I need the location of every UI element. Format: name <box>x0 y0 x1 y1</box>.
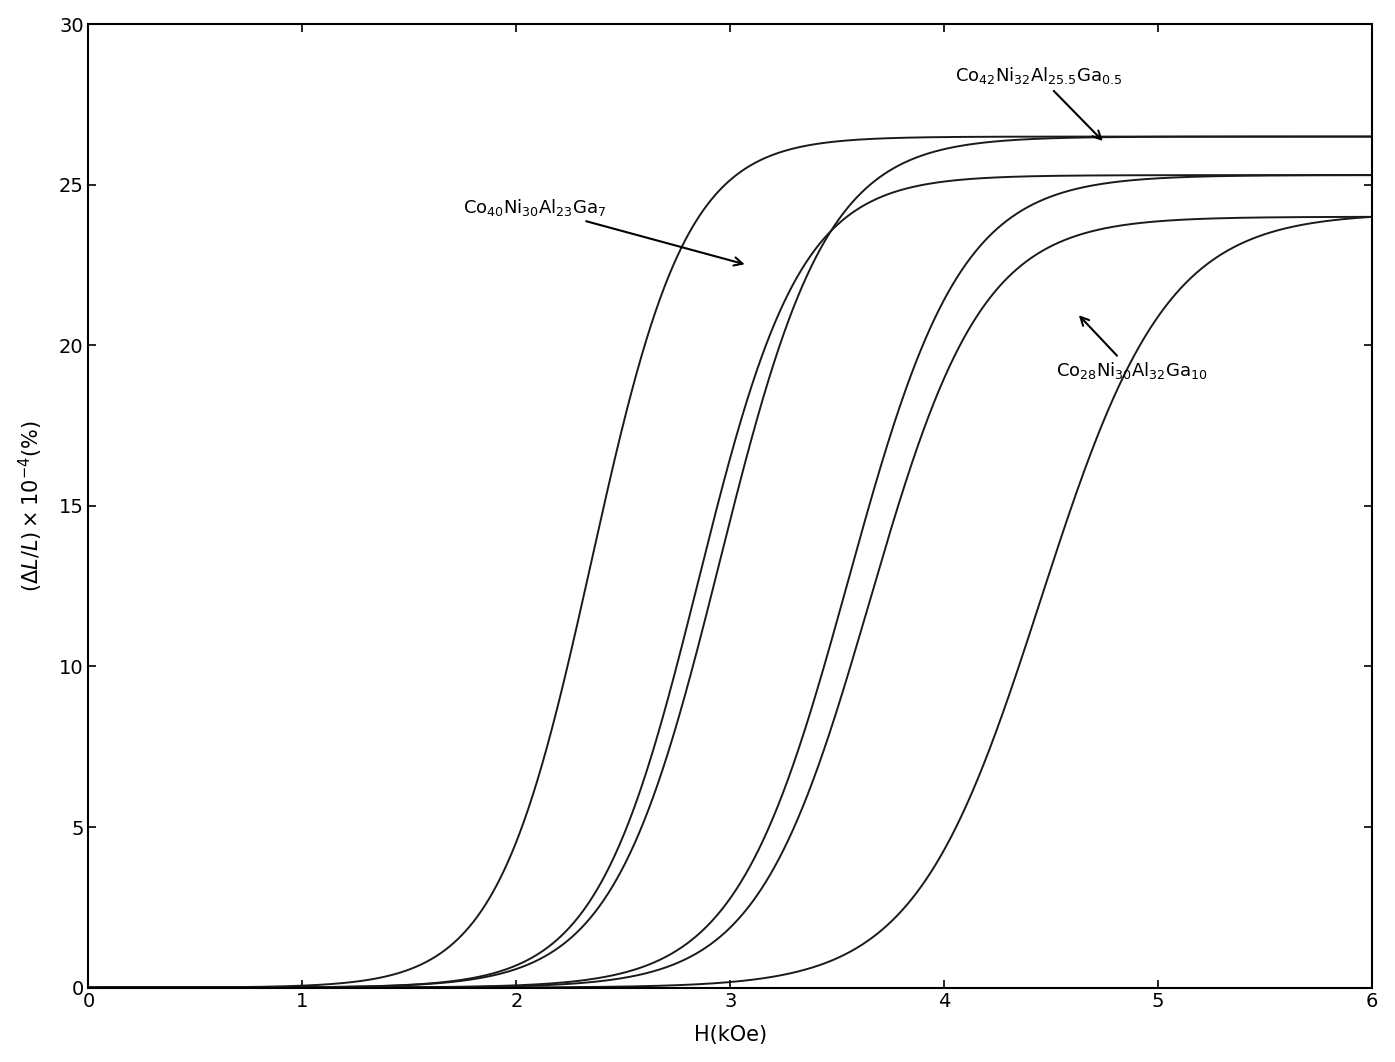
Y-axis label: $(\Delta L/L)\times10^{-4}(\%)$: $(\Delta L/L)\times10^{-4}(\%)$ <box>17 419 45 592</box>
Text: Co$_{40}$Ni$_{30}$Al$_{23}$Ga$_{7}$: Co$_{40}$Ni$_{30}$Al$_{23}$Ga$_{7}$ <box>463 196 742 266</box>
X-axis label: H(kOe): H(kOe) <box>693 1025 767 1045</box>
Text: Co$_{42}$Ni$_{32}$Al$_{25.5}$Ga$_{0.5}$: Co$_{42}$Ni$_{32}$Al$_{25.5}$Ga$_{0.5}$ <box>956 65 1123 139</box>
Text: Co$_{28}$Ni$_{30}$Al$_{32}$Ga$_{10}$: Co$_{28}$Ni$_{30}$Al$_{32}$Ga$_{10}$ <box>1056 316 1207 381</box>
